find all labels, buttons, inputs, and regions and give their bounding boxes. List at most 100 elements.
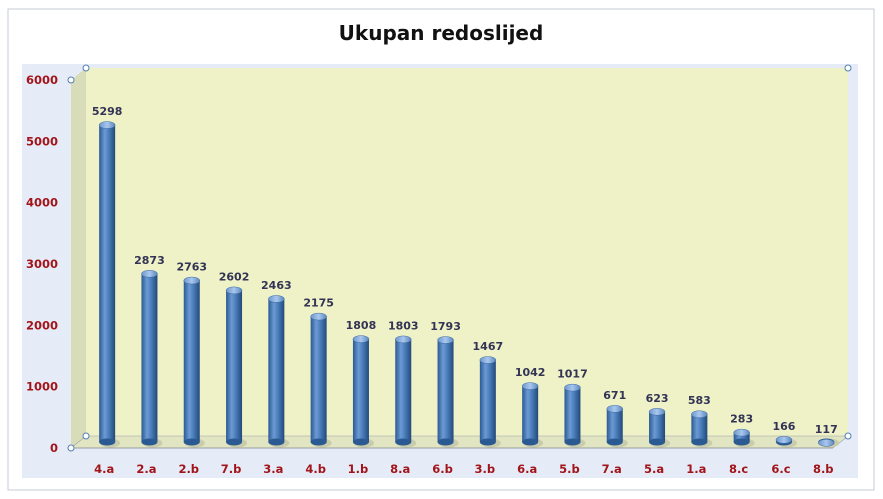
bar[interactable] — [733, 428, 755, 448]
x-tick-label: 8.c — [729, 462, 748, 476]
x-tick-label: 2.a — [136, 462, 156, 476]
bar-base — [691, 438, 708, 446]
y-tick-label: 1000 — [26, 380, 58, 394]
x-axis: 4.a 2.a 2.b 7.b 3.a 4.b 1.b 8.a 6.b 3.b 6.a 5.b 7.a 5… — [94, 462, 833, 476]
x-tick-label: 3.b — [475, 462, 496, 476]
bar[interactable] — [437, 336, 459, 448]
bar-body — [691, 414, 708, 442]
bar-body — [99, 125, 116, 442]
bar-base — [649, 438, 666, 446]
bar-base — [395, 438, 412, 446]
bar[interactable] — [606, 405, 628, 448]
bar-cap — [183, 276, 200, 285]
bar-cap — [352, 335, 370, 343]
y-tick-label: 5000 — [26, 134, 58, 148]
handle-bottom-left[interactable] — [82, 432, 90, 440]
bar-cap — [818, 439, 835, 447]
bar[interactable] — [183, 276, 205, 448]
handle-left-top[interactable] — [67, 76, 75, 84]
handle-left-bottom[interactable] — [67, 444, 75, 452]
bar-base — [141, 438, 158, 446]
bar[interactable] — [268, 295, 290, 448]
y-tick-label: 3000 — [26, 257, 58, 271]
bar-body — [606, 408, 623, 442]
handle-bottom-right[interactable] — [844, 432, 852, 440]
bar-base — [606, 438, 623, 446]
data-label: 1467 — [473, 340, 504, 353]
x-tick-label: 3.a — [263, 462, 283, 476]
bar[interactable] — [395, 335, 417, 448]
y-tick-label: 2000 — [26, 318, 58, 332]
y-tick-label: 0 — [50, 441, 58, 455]
x-tick-label: 1.a — [686, 462, 706, 476]
x-tick-label: 8.a — [390, 462, 410, 476]
bar[interactable] — [521, 382, 544, 448]
bar-body — [310, 316, 327, 442]
data-label: 2763 — [176, 261, 207, 274]
bars: 5298 2873 2763 2602 2463 2175 1808 1803 1793 1467… — [92, 105, 840, 448]
bar[interactable] — [141, 270, 163, 448]
bar-cap — [141, 270, 158, 278]
bar-base — [352, 438, 369, 446]
bar-body — [352, 339, 369, 442]
bar-base — [99, 438, 116, 446]
chart-title: Ukupan redoslijed — [339, 21, 544, 45]
y-axis: 0 1000 2000 3000 4000 5000 6000 — [26, 73, 58, 455]
bar-body — [522, 386, 539, 442]
handle-top-right[interactable] — [844, 64, 852, 72]
bar-base — [437, 438, 454, 446]
x-tick-label: 6.b — [432, 462, 453, 476]
data-label: 671 — [603, 389, 626, 402]
data-label: 1042 — [515, 366, 546, 379]
bar[interactable] — [310, 312, 332, 448]
data-label: 2463 — [261, 279, 292, 292]
bar[interactable] — [691, 410, 713, 448]
x-tick-label: 4.b — [305, 462, 326, 476]
x-tick-label: 7.a — [602, 462, 622, 476]
data-label: 1803 — [388, 319, 419, 332]
data-label: 583 — [688, 394, 711, 407]
x-tick-label: 4.a — [94, 462, 114, 476]
bar-cap — [691, 410, 708, 418]
bar-cap — [606, 405, 623, 413]
data-label: 1793 — [430, 320, 461, 333]
bar-body — [437, 340, 454, 442]
bar[interactable] — [98, 121, 121, 448]
bar-base — [733, 438, 750, 446]
bar-base — [564, 438, 581, 446]
bar[interactable] — [775, 436, 797, 448]
bar-base — [226, 438, 243, 446]
bar-cap — [310, 312, 327, 321]
bar[interactable] — [479, 356, 501, 448]
data-label: 2602 — [219, 270, 250, 283]
bar-cap — [225, 286, 243, 295]
bar[interactable] — [648, 408, 671, 448]
bar-cap — [648, 408, 666, 416]
data-label: 5298 — [92, 105, 123, 118]
x-tick-label: 1.b — [348, 462, 369, 476]
bar-body — [395, 339, 412, 442]
bar[interactable] — [818, 438, 840, 448]
data-label: 1808 — [346, 319, 377, 332]
bar-cap — [395, 335, 412, 344]
data-label: 2175 — [303, 297, 334, 310]
bar[interactable] — [352, 335, 374, 448]
plot-side-wall — [71, 68, 86, 448]
bar-cap — [268, 295, 285, 303]
handle-top-left[interactable] — [82, 64, 90, 72]
y-tick-label: 6000 — [26, 73, 58, 87]
bar-cap — [521, 382, 539, 390]
y-tick-label: 4000 — [26, 196, 58, 210]
bar-body — [564, 387, 581, 442]
data-label: 623 — [646, 392, 669, 405]
bar-body — [141, 273, 158, 442]
x-tick-label: 7.b — [221, 462, 242, 476]
bar-cap — [775, 436, 793, 444]
bar-cap — [479, 356, 497, 364]
data-label: 1017 — [557, 368, 588, 381]
bar[interactable] — [564, 383, 586, 448]
bar-body — [183, 280, 200, 442]
bar[interactable] — [225, 286, 248, 448]
plot-back-wall — [86, 68, 848, 436]
